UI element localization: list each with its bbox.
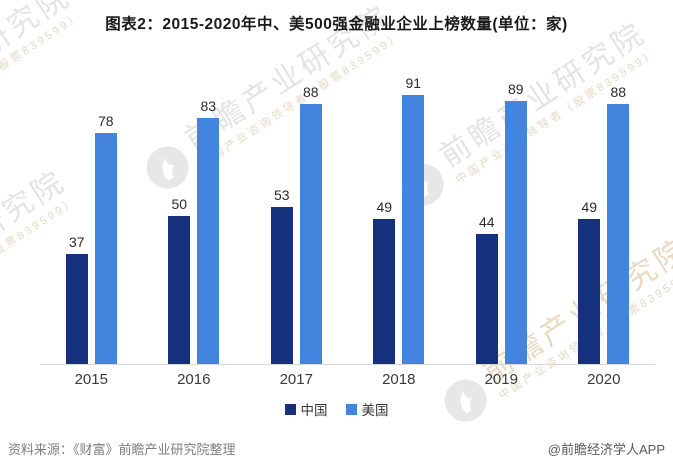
chart-title: 图表2：2015-2020年中、美500强金融业企业上榜数量(单位：家) [105, 16, 568, 33]
watermark: 前瞻产业研究院 中国产业咨询领导者（股票839599） [137, 0, 406, 199]
footer-credit: @前瞻经济学人APP [547, 442, 665, 457]
value-label: 88 [610, 83, 627, 100]
bar-美国-2015: 78 [94, 113, 117, 364]
plot-area: 37 78 50 83 53 88 49 91 44 89 49 88 [40, 68, 655, 365]
legend-item-中国: 中国 [284, 399, 328, 419]
x-axis-label-2019: 2019 [484, 371, 518, 388]
value-label: 83 [200, 98, 217, 115]
bar-中国-2016: 50 [168, 196, 191, 364]
bar-美国-2020: 88 [607, 84, 630, 364]
x-axis-label-2016: 2016 [177, 371, 211, 388]
bar-中国-2017: 53 [270, 187, 293, 364]
legend-label: 美国 [361, 403, 389, 418]
bar-group-2017: 53 88 [245, 68, 348, 364]
value-label: 50 [171, 196, 188, 212]
bar-美国-2019: 89 [504, 81, 527, 364]
value-label: 78 [97, 113, 114, 130]
value-label: 91 [405, 74, 422, 91]
bar-group-2015: 37 78 [40, 68, 143, 364]
bar-group-2018: 49 91 [348, 68, 451, 364]
x-axis-label-2018: 2018 [382, 371, 416, 388]
qianzhan-logo-icon [139, 139, 197, 197]
qianzhan-logo-icon [437, 372, 495, 430]
legend-label: 中国 [300, 403, 328, 418]
legend: 中国 美国 [0, 399, 673, 419]
x-axis: 2015 2016 2017 2018 2019 2020 [40, 371, 655, 388]
x-axis-label-2015: 2015 [74, 371, 108, 388]
value-label: 53 [273, 187, 290, 204]
bar-美国-2018: 91 [402, 75, 425, 364]
bar-group-2016: 50 83 [143, 68, 246, 364]
value-label: 37 [68, 234, 85, 251]
x-axis-label-2017: 2017 [279, 371, 313, 388]
legend-swatch-icon [345, 403, 357, 415]
bar-中国-2018: 49 [373, 199, 396, 364]
value-label: 89 [507, 80, 524, 97]
bar-group-2019: 44 89 [450, 68, 553, 364]
value-label: 49 [376, 198, 393, 215]
value-label: 88 [302, 83, 319, 100]
bar-美国-2017: 88 [299, 84, 322, 364]
footer-source: 资料来源：《财富》前瞻产业研究院整理 [8, 442, 236, 457]
x-axis-label-2020: 2020 [587, 371, 621, 388]
bar-中国-2015: 37 [65, 234, 88, 364]
bar-中国-2019: 44 [475, 214, 498, 364]
bar-group-2020: 49 88 [553, 68, 656, 364]
legend-item-美国: 美国 [345, 399, 389, 419]
value-label: 49 [581, 198, 598, 215]
bar-中国-2020: 49 [578, 199, 601, 364]
legend-swatch-icon [284, 403, 296, 415]
watermark: 前瞻产业研究院 中国产业咨询领导者（股票839599） [435, 232, 673, 432]
bar-美国-2016: 83 [197, 98, 220, 364]
value-label: 44 [478, 213, 495, 230]
